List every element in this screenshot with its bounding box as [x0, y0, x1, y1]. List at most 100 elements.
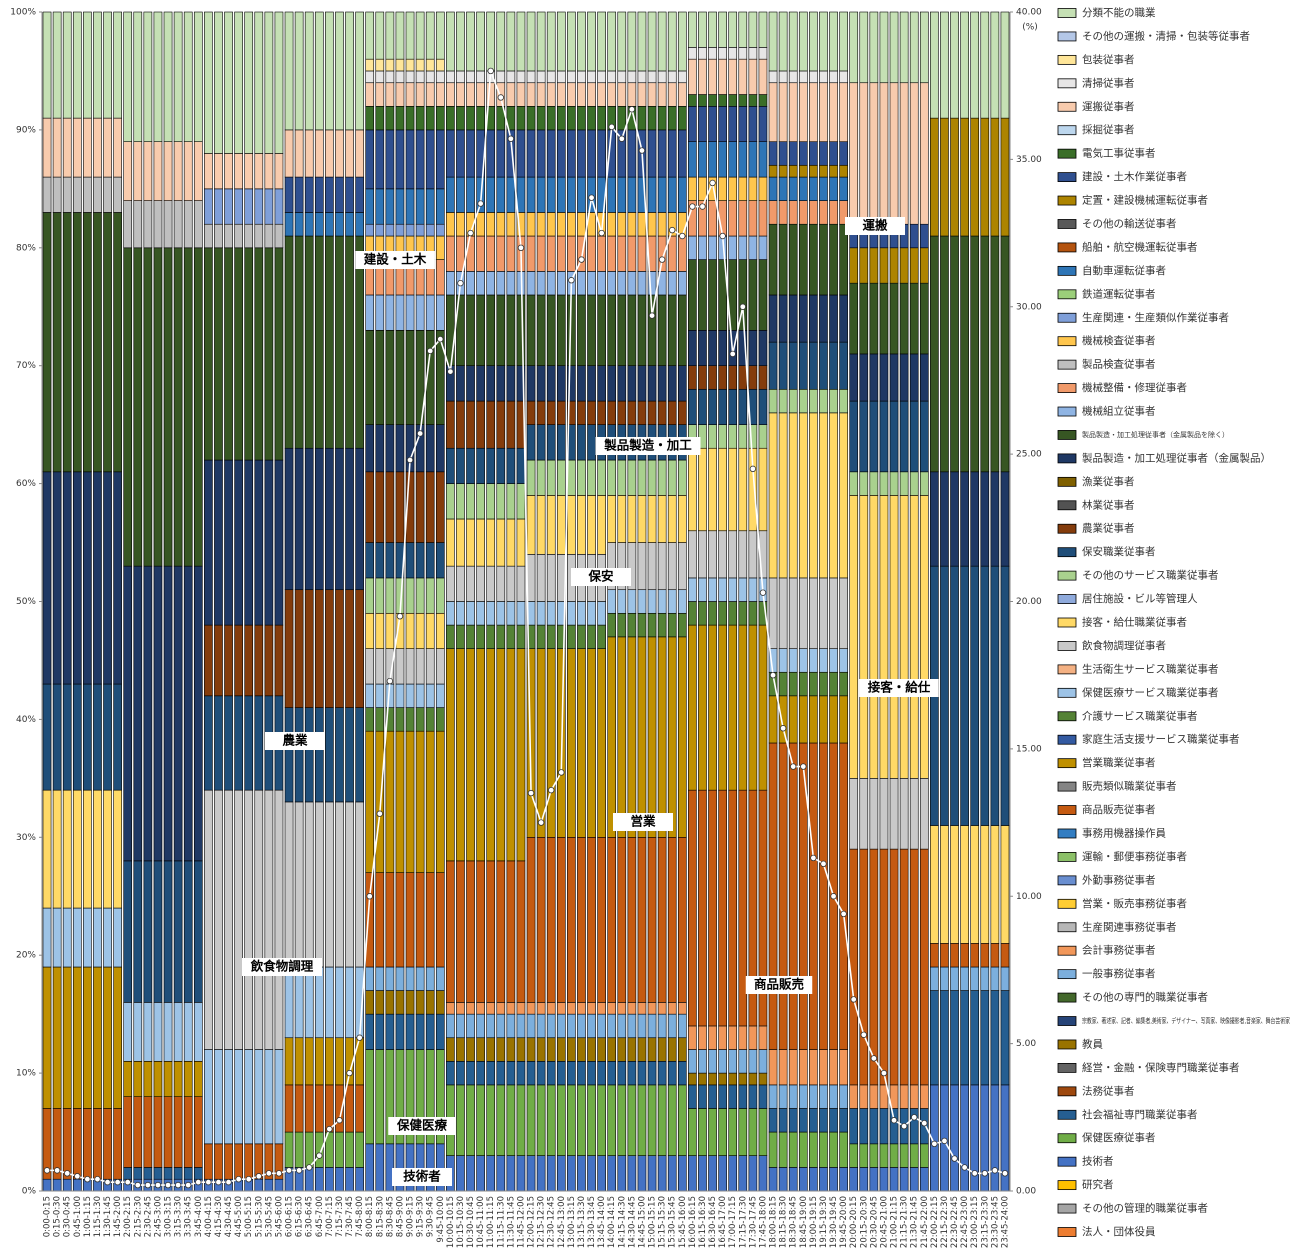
- bar-segment: [556, 365, 566, 402]
- bar-segment: [980, 990, 990, 1086]
- bar-segment: [698, 577, 707, 602]
- bar-segment: [950, 471, 959, 567]
- bar-segment: [667, 1002, 677, 1015]
- bar-segment: [637, 612, 647, 638]
- bar-segment: [788, 1108, 798, 1133]
- bar-segment: [919, 282, 929, 355]
- bar-segment: [758, 259, 768, 331]
- bar-segment: [62, 11, 72, 119]
- bar-segment: [556, 495, 566, 555]
- bar-segment: [667, 400, 677, 425]
- bar-segment: [435, 1013, 445, 1050]
- bar-segment: [778, 1049, 788, 1086]
- bar-segment: [435, 707, 445, 732]
- bar-segment: [284, 1037, 294, 1086]
- bar-segment: [83, 176, 92, 213]
- bar-segment: [748, 200, 758, 237]
- bar-segment: [768, 341, 778, 390]
- bar-segment: [718, 176, 727, 201]
- bar-segment: [143, 1002, 153, 1062]
- bar-segment: [62, 176, 72, 213]
- bar-segment: [587, 648, 596, 838]
- bar-segment: [123, 860, 133, 1003]
- bar-segment: [375, 330, 385, 425]
- bar-segment: [829, 671, 838, 697]
- bar-segment: [597, 271, 606, 296]
- bar-segment: [314, 176, 324, 213]
- bar-segment: [647, 82, 657, 107]
- bar-segment: [284, 801, 294, 968]
- bar-segment: [718, 1155, 727, 1192]
- bar-segment: [718, 1025, 727, 1050]
- bar-segment: [516, 447, 526, 484]
- bar-segment: [839, 164, 848, 178]
- bar-segment: [345, 966, 354, 1039]
- bar-segment: [607, 1037, 617, 1062]
- bar-segment: [647, 129, 657, 178]
- bar-segment: [970, 117, 980, 237]
- bar-segment: [597, 624, 606, 649]
- bar-segment: [748, 176, 758, 201]
- bar-segment: [62, 117, 72, 178]
- bar-segment: [405, 648, 415, 685]
- bar-segment: [859, 778, 869, 850]
- bar-segment: [698, 141, 707, 178]
- bar-segment: [607, 459, 617, 496]
- bar-segment: [264, 624, 274, 697]
- bar-segment: [738, 1072, 748, 1086]
- bar-segment: [819, 82, 828, 142]
- bar-segment: [839, 176, 848, 201]
- bar-segment: [314, 1084, 324, 1133]
- bar-segment: [496, 1084, 506, 1156]
- bar-segment: [375, 683, 385, 708]
- bar-segment: [536, 424, 546, 461]
- bar-segment: [758, 176, 768, 201]
- bar-segment: [556, 212, 566, 237]
- bar-segment: [415, 106, 425, 131]
- bar-segment: [839, 577, 848, 649]
- bar-segment: [506, 1013, 516, 1039]
- bar-segment: [798, 164, 808, 178]
- bar-segment: [798, 1049, 808, 1086]
- bar-segment: [506, 1037, 516, 1062]
- bar-segment: [657, 11, 667, 72]
- bar-segment: [556, 294, 566, 366]
- bar-segment: [365, 330, 375, 425]
- bar-segment: [577, 495, 586, 555]
- bar-segment: [425, 82, 435, 107]
- bar-segment: [526, 495, 536, 555]
- bar-segment: [62, 471, 72, 685]
- bar-segment: [688, 1025, 697, 1050]
- bar-segment: [254, 188, 264, 225]
- bar-segment: [294, 801, 304, 968]
- y2-tick-label: 25.00: [1016, 450, 1042, 460]
- bar-segment: [688, 1049, 697, 1074]
- bar-segment: [506, 1155, 516, 1192]
- bar-segment: [849, 353, 859, 402]
- bar-segment: [385, 106, 395, 131]
- bar-segment: [375, 872, 385, 968]
- bar-segment: [748, 106, 758, 142]
- bar-segment: [345, 11, 354, 131]
- bar-segment: [788, 388, 798, 414]
- bar-segment: [849, 82, 859, 225]
- bar-segment: [819, 1108, 828, 1133]
- bar-segment: [597, 836, 606, 1003]
- bar-segment: [62, 212, 72, 473]
- bar-segment: [698, 365, 707, 390]
- bar-segment: [325, 801, 334, 968]
- bar-segment: [829, 141, 838, 166]
- bar-segment: [768, 1167, 778, 1192]
- bar-segment: [587, 1002, 596, 1015]
- bar-segment: [718, 47, 727, 60]
- bar-segment: [314, 1037, 324, 1086]
- bar-segment: [879, 471, 889, 496]
- bar-segment: [577, 82, 586, 107]
- bar-segment: [385, 11, 395, 60]
- bar-segment: [345, 1131, 354, 1168]
- bar-segment: [536, 836, 546, 1003]
- bar-segment: [567, 1037, 576, 1062]
- bar-segment: [244, 1049, 254, 1145]
- bar-segment: [264, 11, 274, 154]
